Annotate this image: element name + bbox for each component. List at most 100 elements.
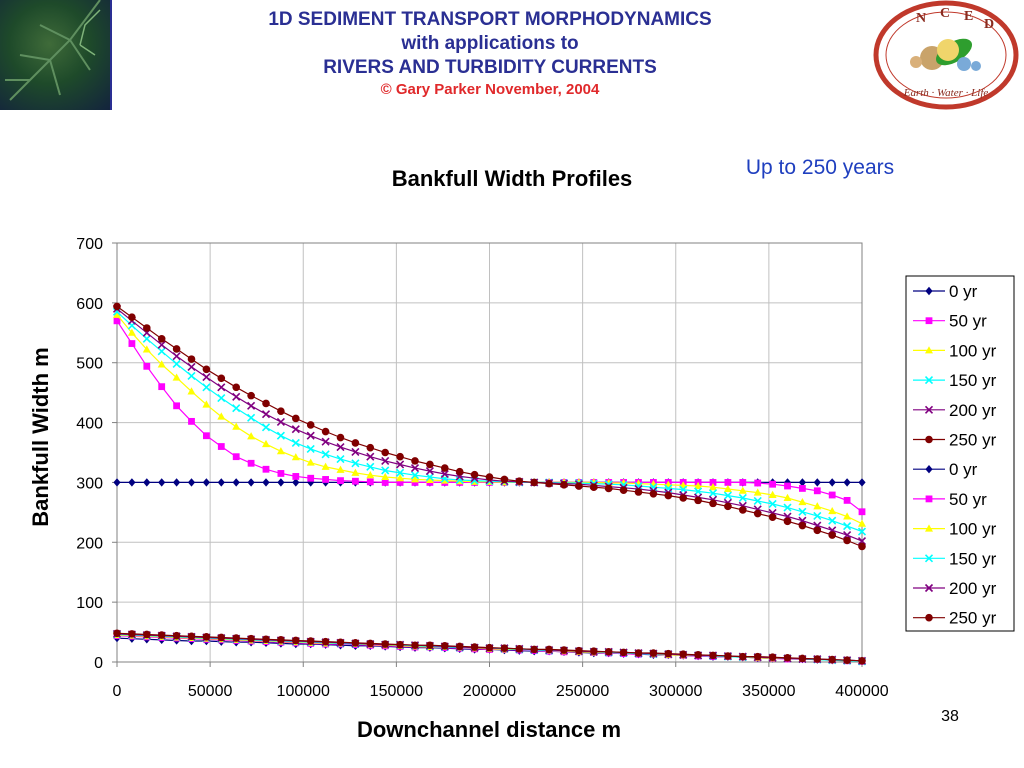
data-point: [217, 412, 226, 420]
data-point: [247, 391, 255, 400]
data-point: [724, 502, 732, 511]
data-point: [723, 491, 732, 500]
data-point: [411, 457, 419, 465]
data-point: [858, 508, 866, 516]
data-point: [925, 317, 933, 325]
data-point: [783, 503, 792, 512]
data-point: [843, 656, 851, 665]
x-tick-label: 150000: [370, 683, 423, 700]
data-point: [247, 459, 255, 467]
legend-label: 50 yr: [949, 490, 987, 509]
data-point: [738, 493, 747, 503]
data-point: [366, 478, 374, 486]
y-tick-label: 300: [76, 475, 103, 492]
data-point: [291, 438, 300, 447]
data-point: [649, 649, 658, 657]
logo-motto: Earth · Water · Life: [903, 87, 989, 99]
data-point: [321, 427, 330, 436]
data-point: [336, 455, 345, 464]
data-point: [307, 474, 315, 482]
data-point: [217, 443, 225, 450]
data-point: [575, 646, 583, 655]
data-point: [858, 519, 866, 527]
data-point: [232, 404, 241, 413]
data-point: [425, 475, 434, 484]
data-point: [738, 486, 747, 494]
data-point: [381, 456, 390, 465]
data-point: [217, 374, 226, 383]
data-point: [739, 652, 747, 661]
data-point: [276, 417, 285, 427]
x-tick-label: 0: [113, 683, 122, 700]
data-point: [470, 643, 479, 651]
data-point: [843, 531, 852, 540]
logo-letter-n: N: [916, 11, 926, 26]
data-point: [202, 365, 211, 374]
data-point: [277, 407, 285, 415]
data-point: [187, 362, 196, 371]
data-point: [322, 476, 329, 483]
data-point: [351, 459, 360, 468]
data-point: [172, 352, 181, 361]
data-point: [828, 506, 837, 515]
data-point: [768, 653, 777, 662]
data-point: [396, 640, 404, 649]
data-point: [798, 507, 807, 516]
data-point: [410, 463, 420, 473]
legend-label: 100 yr: [949, 341, 997, 360]
data-point: [604, 484, 613, 493]
data-point: [232, 634, 240, 642]
header-title: 1D SEDIMENT TRANSPORT MORPHODYNAMICS wit…: [112, 0, 868, 110]
data-point: [157, 360, 166, 368]
data-point: [925, 346, 933, 354]
data-point: [753, 496, 762, 506]
legend-label: 150 yr: [949, 371, 997, 390]
chart-title: Bankfull Width Profiles: [391, 166, 633, 191]
data-point: [828, 478, 836, 487]
data-point: [426, 641, 434, 650]
data-point: [306, 637, 315, 645]
data-point: [679, 494, 687, 502]
nced-logo-graphic: N C E D Earth · Water · Life: [873, 0, 1019, 110]
data-point: [336, 465, 345, 473]
data-point: [813, 655, 822, 663]
data-point: [858, 542, 866, 551]
data-point: [679, 650, 687, 659]
data-point: [924, 583, 934, 593]
data-point: [217, 393, 226, 403]
data-point: [924, 554, 934, 563]
data-point: [857, 527, 867, 536]
data-point: [925, 435, 933, 444]
data-point: [813, 478, 821, 487]
data-point: [261, 423, 271, 432]
data-point: [187, 478, 196, 487]
data-point: [381, 479, 389, 486]
data-point: [784, 482, 791, 490]
data-point: [768, 499, 777, 509]
data-point: [798, 654, 807, 663]
data-point: [172, 373, 181, 381]
data-point: [843, 522, 852, 531]
x-tick-label: 300000: [649, 683, 702, 700]
data-point: [321, 462, 330, 470]
data-point: [112, 307, 122, 316]
data-point: [143, 478, 151, 487]
data-point: [545, 645, 553, 654]
data-point: [545, 479, 553, 488]
data-point: [754, 479, 762, 487]
data-point: [530, 478, 538, 487]
data-point: [291, 453, 300, 461]
data-point: [366, 462, 375, 471]
legend-label: 50 yr: [949, 312, 987, 331]
legend-label: 0 yr: [949, 282, 978, 301]
data-point: [277, 636, 285, 644]
data-point: [277, 478, 285, 487]
data-point: [381, 466, 390, 475]
legend-label: 150 yr: [949, 549, 997, 568]
data-point: [798, 497, 807, 506]
data-point: [232, 453, 240, 461]
data-point: [619, 648, 628, 657]
data-point: [202, 478, 210, 487]
legend-box: [905, 275, 1015, 632]
